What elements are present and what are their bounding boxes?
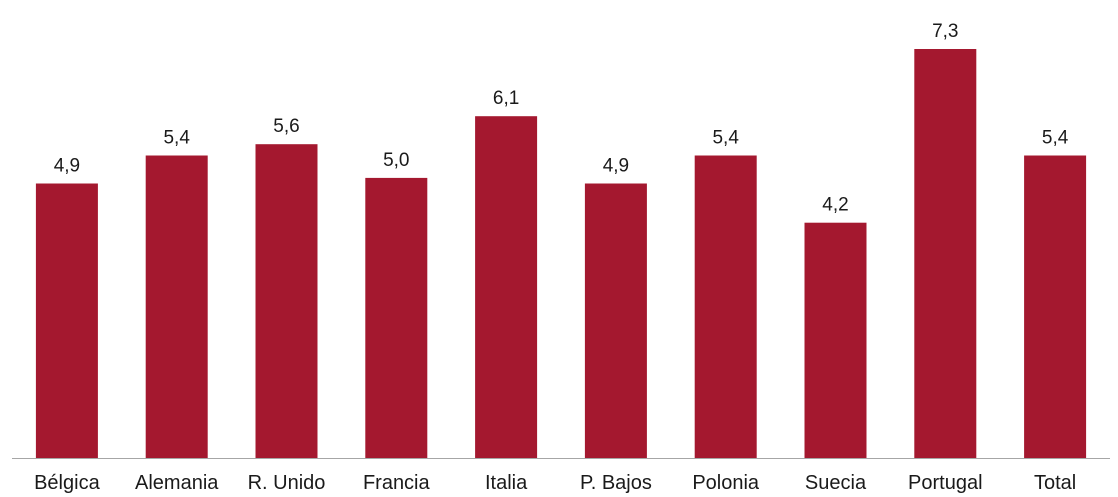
x-tick-label-1: Alemania xyxy=(135,472,219,494)
x-tick-label-3: Francia xyxy=(363,472,431,494)
x-tick-label-2: R. Unido xyxy=(248,472,326,494)
x-tick-label-7: Suecia xyxy=(805,472,867,494)
value-label-0: 4,9 xyxy=(54,156,80,177)
value-label-2: 5,6 xyxy=(273,116,299,137)
x-tick-label-8: Portugal xyxy=(908,472,983,494)
value-label-1: 5,4 xyxy=(163,128,190,149)
bar-6 xyxy=(694,155,757,458)
value-label-5: 4,9 xyxy=(603,156,629,177)
value-label-3: 5,0 xyxy=(383,150,409,171)
x-tick-labels-group: Bélgica Alemania R. Unido Francia Italia P. B… xyxy=(34,472,1076,494)
bar-4 xyxy=(475,116,538,458)
bars-group xyxy=(35,49,1087,458)
value-labels-group: 4,9 5,4 5,6 5,0 6,1 4,9 5,4 4,2 7,3 5,4 xyxy=(54,21,1069,216)
bar-2 xyxy=(255,144,318,458)
bar-0 xyxy=(35,183,98,458)
bar-1 xyxy=(145,155,208,458)
value-label-7: 4,2 xyxy=(822,195,848,216)
bar-7 xyxy=(804,222,867,458)
bar-8 xyxy=(914,49,977,458)
bar-9 xyxy=(1024,155,1087,458)
x-tick-label-4: Italia xyxy=(485,472,528,494)
value-label-9: 5,4 xyxy=(1042,128,1069,149)
value-label-4: 6,1 xyxy=(493,88,519,109)
x-tick-label-6: Polonia xyxy=(692,472,760,494)
value-label-8: 7,3 xyxy=(932,21,958,42)
x-tick-label-0: Bélgica xyxy=(34,472,100,494)
x-tick-label-5: P. Bajos xyxy=(580,472,652,494)
bar-5 xyxy=(584,183,647,458)
value-label-6: 5,4 xyxy=(712,128,739,149)
x-tick-label-9: Total xyxy=(1034,472,1076,494)
bar-3 xyxy=(365,177,428,458)
